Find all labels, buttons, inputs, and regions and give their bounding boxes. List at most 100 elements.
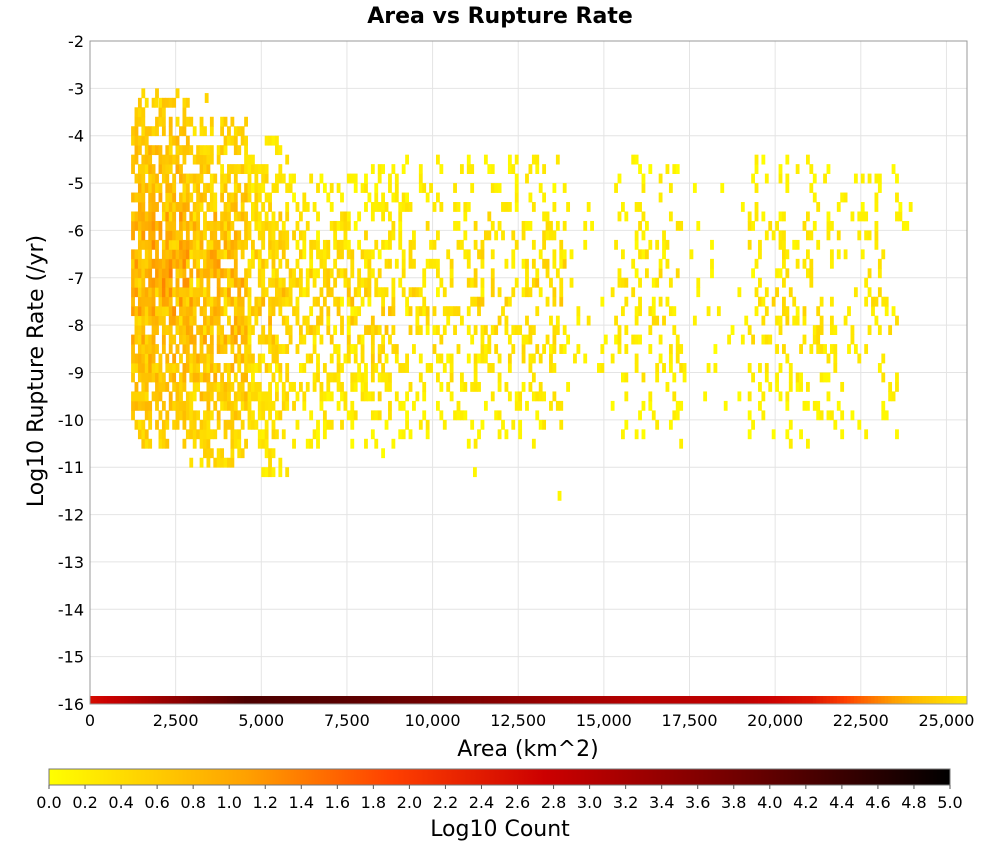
heatmap-cell <box>199 391 204 402</box>
heatmap-cell <box>179 334 183 345</box>
heatmap-cell <box>805 381 810 392</box>
heatmap-cell <box>895 192 899 203</box>
heatmap-cell <box>237 429 242 440</box>
heatmap-cell <box>179 400 183 411</box>
heatmap-cell <box>353 220 358 231</box>
heatmap-cell <box>737 391 742 402</box>
heatmap-cell <box>408 287 413 298</box>
heatmap-cell <box>405 353 409 364</box>
heatmap-cell <box>257 258 262 269</box>
heatmap-cell <box>165 164 170 174</box>
heatmap-cell <box>268 135 272 146</box>
baseline-cell <box>213 696 218 704</box>
heatmap-cell <box>552 249 557 260</box>
heatmap-cell <box>805 438 810 449</box>
heatmap-cell <box>223 173 228 184</box>
heatmap-cell <box>137 230 142 241</box>
heatmap-cell <box>134 400 139 411</box>
heatmap-cell <box>161 334 166 345</box>
baseline-cell <box>768 696 773 704</box>
heatmap-cell <box>189 116 194 127</box>
heatmap-cell <box>477 306 481 317</box>
heatmap-cell <box>261 202 266 212</box>
heatmap-cell <box>278 344 283 354</box>
heatmap-cell <box>494 183 499 193</box>
heatmap-cell <box>775 381 779 392</box>
heatmap-cell <box>436 287 440 298</box>
heatmap-cell <box>394 183 399 193</box>
heatmap-cell <box>148 183 153 193</box>
heatmap-cell <box>268 296 272 307</box>
heatmap-cell <box>429 183 433 193</box>
heatmap-cell <box>549 363 553 373</box>
heatmap-cell <box>706 306 711 317</box>
heatmap-cell <box>439 277 444 288</box>
heatmap-cell <box>874 315 879 326</box>
heatmap-cell <box>175 164 180 174</box>
baseline-cell <box>734 696 738 704</box>
heatmap-cell <box>179 325 183 336</box>
heatmap-cell <box>668 363 673 373</box>
heatmap-cell <box>165 230 170 241</box>
heatmap-cell <box>309 268 314 279</box>
heatmap-cell <box>182 410 187 421</box>
x-tick-label: 0 <box>85 711 95 730</box>
heatmap-cell <box>638 164 642 174</box>
heatmap-cell <box>281 344 286 354</box>
heatmap-cell <box>377 287 382 298</box>
heatmap-cell <box>350 400 355 411</box>
baseline-cell <box>651 696 656 704</box>
heatmap-cell <box>271 353 276 364</box>
heatmap-cell <box>141 183 146 193</box>
heatmap-cell <box>422 381 427 392</box>
heatmap-cell <box>196 154 201 165</box>
heatmap-cell <box>204 93 209 103</box>
heatmap-cell <box>367 249 372 260</box>
baseline-cell <box>90 696 94 704</box>
heatmap-cell <box>192 372 197 383</box>
heatmap-cell <box>648 325 653 336</box>
heatmap-cell <box>456 220 461 231</box>
heatmap-cell <box>853 344 858 354</box>
heatmap-cell <box>346 173 351 184</box>
heatmap-cell <box>788 381 793 392</box>
heatmap-cell <box>408 249 413 260</box>
heatmap-cell <box>860 249 865 260</box>
heatmap-cell <box>175 296 180 307</box>
heatmap-cell <box>312 277 317 288</box>
heatmap-cell <box>161 277 166 288</box>
x-tick-label: 10,000 <box>405 711 461 730</box>
heatmap-cell <box>213 315 218 326</box>
heatmap-cell <box>888 391 893 402</box>
heatmap-cell <box>381 363 386 373</box>
heatmap-cell <box>189 211 194 222</box>
heatmap-cell <box>172 258 177 269</box>
heatmap-cell <box>497 372 502 383</box>
baseline-cell <box>686 696 690 704</box>
heatmap-cell <box>648 400 653 411</box>
heatmap-cell <box>213 239 218 250</box>
heatmap-cell <box>353 173 358 184</box>
heatmap-cell <box>463 211 468 222</box>
heatmap-cell <box>223 220 228 231</box>
heatmap-cell <box>703 391 708 402</box>
heatmap-cell <box>782 277 786 288</box>
baseline-cell <box>93 696 98 704</box>
heatmap-cell <box>131 363 135 373</box>
heatmap-cell <box>175 287 180 298</box>
heatmap-cell <box>418 183 423 193</box>
heatmap-cell <box>405 419 409 430</box>
heatmap-cell <box>439 353 444 364</box>
heatmap-cell <box>497 220 502 231</box>
baseline-cell <box>597 696 601 704</box>
heatmap-cell <box>247 400 252 411</box>
heatmap-cell <box>525 287 529 298</box>
heatmap-cell <box>826 230 831 241</box>
heatmap-cell <box>161 164 166 174</box>
heatmap-cell <box>227 173 231 184</box>
heatmap-cell <box>747 429 752 440</box>
baseline-cell <box>953 696 958 704</box>
heatmap-cell <box>614 183 618 193</box>
heatmap-cell <box>278 239 283 250</box>
heatmap-cell <box>155 268 159 279</box>
